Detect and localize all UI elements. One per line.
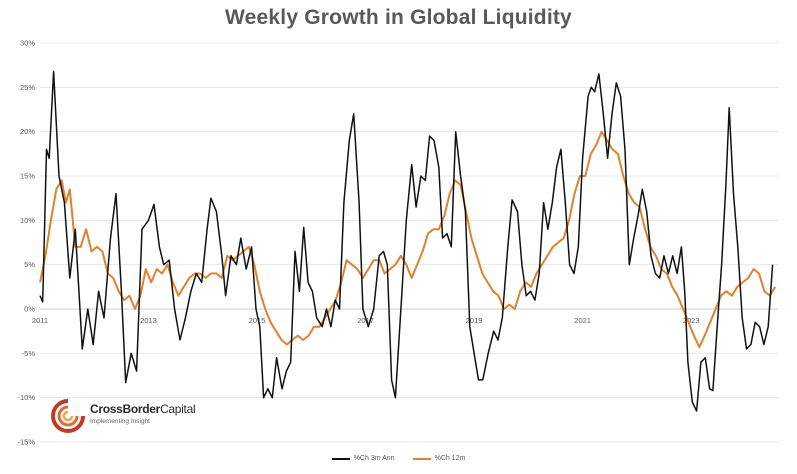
x-tick-label: 2023: [683, 316, 700, 325]
chart-legend: %Ch 3m Ann %Ch 12m: [0, 455, 797, 462]
y-tick-label: 25%: [20, 83, 35, 92]
legend-item-12m: %Ch 12m: [412, 455, 466, 462]
x-tick-label: 2017: [357, 316, 374, 325]
legend-label-3m: %Ch 3m Ann: [353, 455, 395, 462]
y-tick-label: -5%: [22, 349, 36, 358]
crossbordercapital-logo: CrossBorderCapital Implementing Insight: [50, 398, 210, 434]
y-tick-label: 10%: [20, 216, 35, 225]
logo-swirl-icon: [51, 399, 85, 433]
legend-swatch-12m: [412, 457, 431, 460]
series-line-12m: [39, 130, 777, 349]
series-lines: [39, 70, 777, 412]
y-tick-label: 20%: [20, 127, 35, 136]
x-tick-label: 2013: [140, 316, 157, 325]
logo-text: CrossBorderCapital: [90, 402, 196, 416]
logo-tagline: Implementing Insight: [90, 418, 150, 425]
y-tick-label: 30%: [20, 39, 35, 48]
x-tick-label: 2011: [32, 316, 48, 325]
y-tick-label: -15%: [17, 438, 35, 447]
logo-name-light: Capital: [160, 402, 196, 416]
y-tick-label: -10%: [17, 393, 35, 402]
x-tick-label: 2021: [574, 316, 591, 325]
legend-swatch-3m: [331, 457, 350, 460]
legend-label-12m: %Ch 12m: [434, 455, 466, 462]
x-axis-tick-labels: 2011 2013 2015 2017 2019 2021 2023: [32, 316, 700, 325]
y-tick-label: 15%: [20, 172, 35, 181]
x-tick-label: 2019: [466, 316, 483, 325]
y-axis-tick-labels: -15% -10% -5% 0% 5% 10% 15% 20% 25% 30%: [17, 39, 35, 447]
x-tick-label: 2015: [249, 316, 266, 325]
legend-item-3m: %Ch 3m Ann: [331, 455, 395, 462]
logo-name-bold: CrossBorder: [90, 402, 161, 416]
y-tick-label: 0%: [24, 305, 35, 314]
gridlines: [40, 42, 778, 443]
series-line-3m-ann: [39, 70, 774, 412]
y-tick-label: 5%: [24, 260, 35, 269]
chart-title: Weekly Growth in Global Liquidity: [225, 6, 572, 29]
